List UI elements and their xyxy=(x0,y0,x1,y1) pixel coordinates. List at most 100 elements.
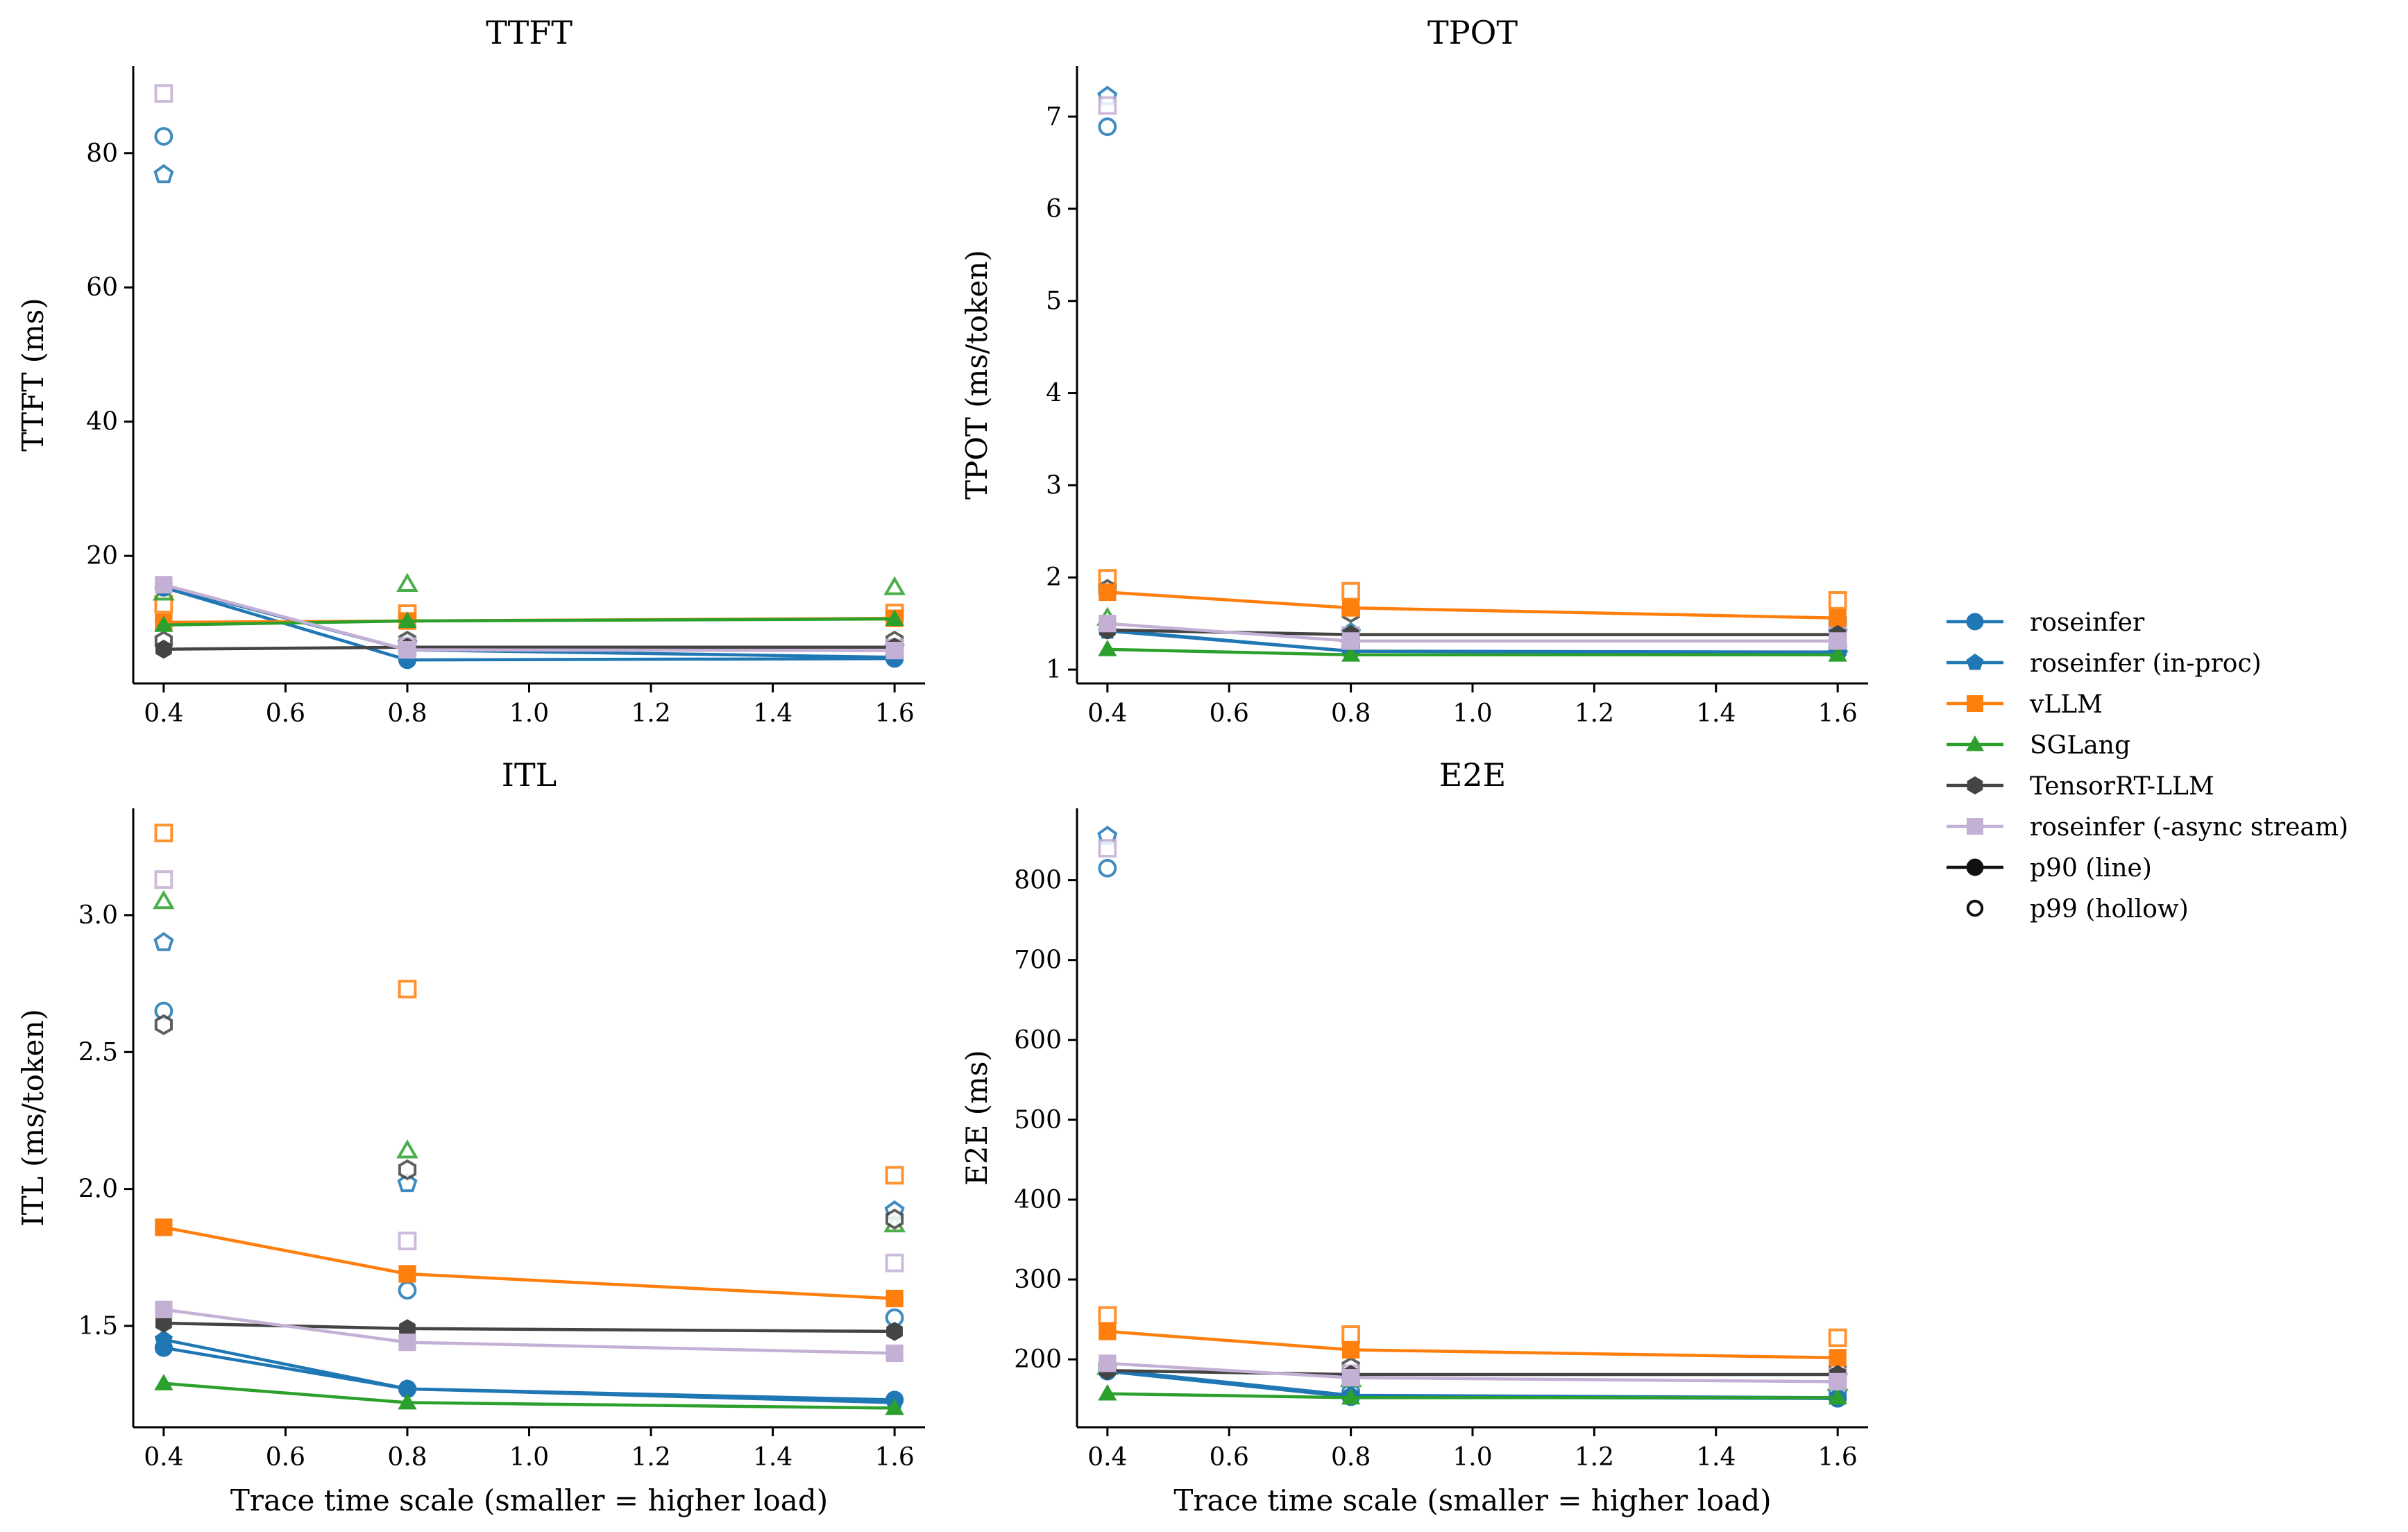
x-tick-label: 1.6 xyxy=(874,1443,914,1472)
y-tick-label: 3 xyxy=(1046,471,1062,500)
p90-point xyxy=(1341,1340,1360,1359)
p90-point xyxy=(885,1398,904,1415)
legend-marker xyxy=(1966,858,1984,876)
legend: roseinfer roseinfer (in-proc) vLLM SGLang Te… xyxy=(1947,608,2348,924)
y-tick-label: 6 xyxy=(1046,195,1062,223)
y-tick-label: 600 xyxy=(1014,1026,1062,1055)
y-tick-label: 2 xyxy=(1046,563,1062,592)
p90-point xyxy=(155,576,173,594)
p90-point xyxy=(1341,599,1360,617)
x-tick-label: 1.2 xyxy=(631,1443,670,1472)
x-axis-label: Trace time scale (smaller = higher load) xyxy=(1173,1483,1771,1517)
p99-point xyxy=(396,572,418,592)
y-tick-label: 7 xyxy=(1046,103,1062,131)
p99-point xyxy=(398,1281,417,1300)
p90-point xyxy=(1341,632,1360,650)
y-tick-label: 2.5 xyxy=(78,1038,118,1066)
p90-point xyxy=(1099,615,1117,633)
legend-marker xyxy=(1966,653,1984,670)
p90-point xyxy=(1828,645,1847,662)
y-tick-label: 500 xyxy=(1014,1106,1062,1134)
p90-point xyxy=(1099,1322,1117,1340)
series-line xyxy=(163,1381,895,1410)
x-tick-label: 0.4 xyxy=(1087,1443,1127,1472)
p90-point xyxy=(398,611,417,628)
p99-point xyxy=(1098,1306,1117,1325)
y-axis-label: E2E (ms) xyxy=(960,1050,994,1186)
p99-point xyxy=(1098,117,1117,137)
x-tick-label: 1.0 xyxy=(1452,699,1492,728)
panel-title: TPOT xyxy=(1427,14,1518,51)
legend-label: TensorRT-LLM xyxy=(2030,772,2214,801)
x-tick-label: 0.4 xyxy=(1087,699,1127,728)
x-tick-label: 0.8 xyxy=(1331,1443,1371,1472)
y-tick-label: 20 xyxy=(86,542,118,570)
p90-point xyxy=(1829,609,1847,627)
p90-point xyxy=(398,1265,416,1283)
panel-ttft: TTFT 0.4 0.6 0.8 1.0 1.2 1.4 1.6 20 40 60 80 TTFT (m… xyxy=(16,14,925,728)
p99-point xyxy=(396,1139,418,1159)
p90-point xyxy=(155,1313,172,1333)
p99-point xyxy=(1098,96,1117,115)
legend-label: roseinfer (-async stream) xyxy=(2030,813,2348,842)
x-tick-label: 0.4 xyxy=(144,699,183,728)
y-tick-label: 400 xyxy=(1014,1186,1062,1214)
legend-marker xyxy=(1966,613,1984,631)
panel-tpot: TPOT 0.4 0.6 0.8 1.0 1.2 1.4 1.6 1 2 3 4 5 6 7 TPOT (ms… xyxy=(960,14,1868,728)
legend-marker xyxy=(1967,776,1983,795)
x-tick-label: 1.4 xyxy=(1696,699,1736,728)
x-tick-label: 1.0 xyxy=(509,1443,549,1472)
p90-point xyxy=(155,1218,173,1236)
p90-point xyxy=(885,1344,904,1363)
p90-point xyxy=(1099,1354,1117,1372)
p99-point xyxy=(153,932,174,951)
p99-point xyxy=(885,1208,904,1230)
x-tick-label: 1.2 xyxy=(1575,699,1614,728)
p90-point xyxy=(1829,1349,1847,1367)
p99-point xyxy=(885,1166,904,1185)
x-tick-label: 1.2 xyxy=(1575,1443,1614,1472)
p99-point xyxy=(398,1159,417,1181)
x-tick-label: 0.8 xyxy=(1331,699,1371,728)
p99-point xyxy=(154,1014,173,1035)
panel-title: E2E xyxy=(1439,756,1506,794)
p90-point xyxy=(885,609,904,627)
series-line xyxy=(163,1225,895,1300)
legend-label: roseinfer (in-proc) xyxy=(2030,649,2262,678)
p99-point xyxy=(153,164,174,184)
y-tick-label: 1.5 xyxy=(78,1312,118,1340)
y-tick-label: 80 xyxy=(86,139,118,168)
x-tick-label: 1.4 xyxy=(753,1443,792,1472)
x-tick-label: 0.8 xyxy=(387,699,427,728)
legend-marker xyxy=(1967,818,1983,835)
legend-label: SGLang xyxy=(2030,731,2130,760)
p90-point xyxy=(885,641,904,660)
series-line xyxy=(1107,1329,1838,1360)
p99-point xyxy=(883,576,906,595)
p99-point xyxy=(154,824,173,842)
p90-point xyxy=(1341,1369,1360,1387)
p99-point xyxy=(1341,1325,1361,1344)
y-axis-label: ITL (ms/token) xyxy=(16,1009,50,1227)
y-axis-label: TPOT (ms/token) xyxy=(960,250,994,500)
panel-title: TTFT xyxy=(486,14,573,51)
y-tick-label: 5 xyxy=(1046,287,1062,316)
p90-point xyxy=(154,1329,173,1347)
p90-point xyxy=(1341,1388,1361,1405)
x-tick-label: 1.2 xyxy=(631,699,670,728)
x-tick-label: 1.4 xyxy=(1696,1443,1736,1472)
panel-e2e: E2E 0.4 0.6 0.8 1.0 1.2 1.4 1.6 200 300 400 500 600 7… xyxy=(960,756,1868,1517)
legend-label: p99 (hollow) xyxy=(2030,895,2189,924)
p99-point xyxy=(1341,581,1361,601)
p99-point xyxy=(1828,591,1847,610)
p90-point xyxy=(1098,1384,1117,1401)
x-tick-label: 1.6 xyxy=(874,699,914,728)
panel-title: ITL xyxy=(502,756,557,794)
y-tick-label: 4 xyxy=(1046,380,1062,408)
p99-point xyxy=(885,1253,904,1273)
y-tick-label: 3.0 xyxy=(78,901,118,930)
p99-point xyxy=(154,870,173,890)
y-tick-label: 700 xyxy=(1014,946,1062,975)
p90-point xyxy=(1829,632,1847,650)
series-line xyxy=(1107,590,1838,620)
